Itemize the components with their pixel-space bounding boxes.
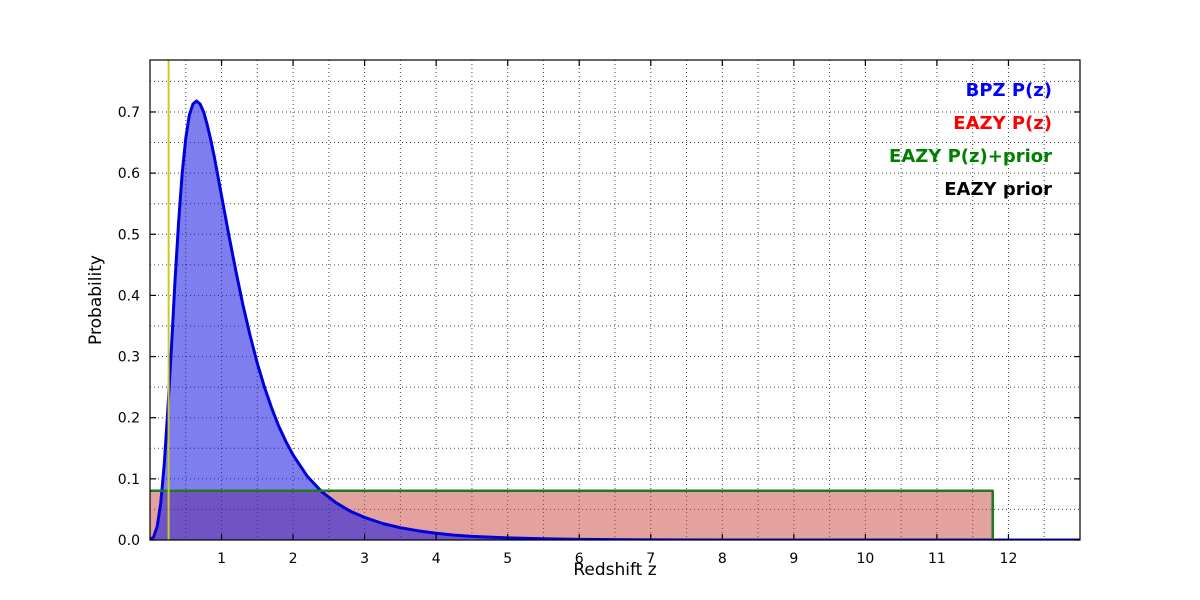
x-axis-label: Redshift z (573, 560, 657, 580)
x-tick-label: 5 (503, 551, 512, 567)
y-tick-label: 0.4 (118, 288, 140, 304)
x-tick-label: 12 (1000, 551, 1018, 567)
series-line-eazy-pz-prior (150, 489, 994, 540)
x-tick-label: 1 (217, 551, 226, 567)
x-tick-label: 2 (289, 551, 298, 567)
plot-frame (149, 59, 1081, 541)
legend-item-eazy-pz-prior: EAZY P(z)+prior (889, 146, 1052, 167)
legend: BPZ P(z) EAZY P(z) EAZY P(z)+prior EAZY … (889, 74, 1052, 206)
y-tick-label: 0.6 (118, 166, 140, 182)
legend-item-bpz: BPZ P(z) (965, 80, 1052, 101)
series-group (150, 60, 1080, 540)
x-tick-label: 4 (432, 551, 441, 567)
series-fill-bpz-pz (150, 100, 1080, 540)
x-tick-label: 9 (789, 551, 798, 567)
y-axis-label: Probability (86, 255, 106, 345)
y-tick-label: 0.0 (118, 533, 140, 549)
legend-item-eazy-pz: EAZY P(z) (953, 113, 1052, 134)
x-tick-label: 10 (856, 551, 874, 567)
x-tick-label: 3 (360, 551, 369, 567)
grid (150, 60, 1080, 540)
ticks (150, 60, 1080, 541)
y-tick-label: 0.5 (118, 227, 140, 243)
x-tick-label: 7 (646, 551, 655, 567)
legend-item-eazy-prior: EAZY prior (944, 179, 1052, 200)
y-tick-label: 0.7 (118, 105, 140, 121)
x-tick-label: 8 (718, 551, 727, 567)
x-tick-label: 6 (575, 551, 584, 567)
x-tick-label: 11 (928, 551, 946, 567)
y-tick-label: 0.2 (118, 411, 140, 427)
series-line-bpz-pz (150, 99, 1080, 540)
y-tick-label: 0.3 (118, 350, 140, 366)
y-tick-label: 0.1 (118, 472, 140, 488)
